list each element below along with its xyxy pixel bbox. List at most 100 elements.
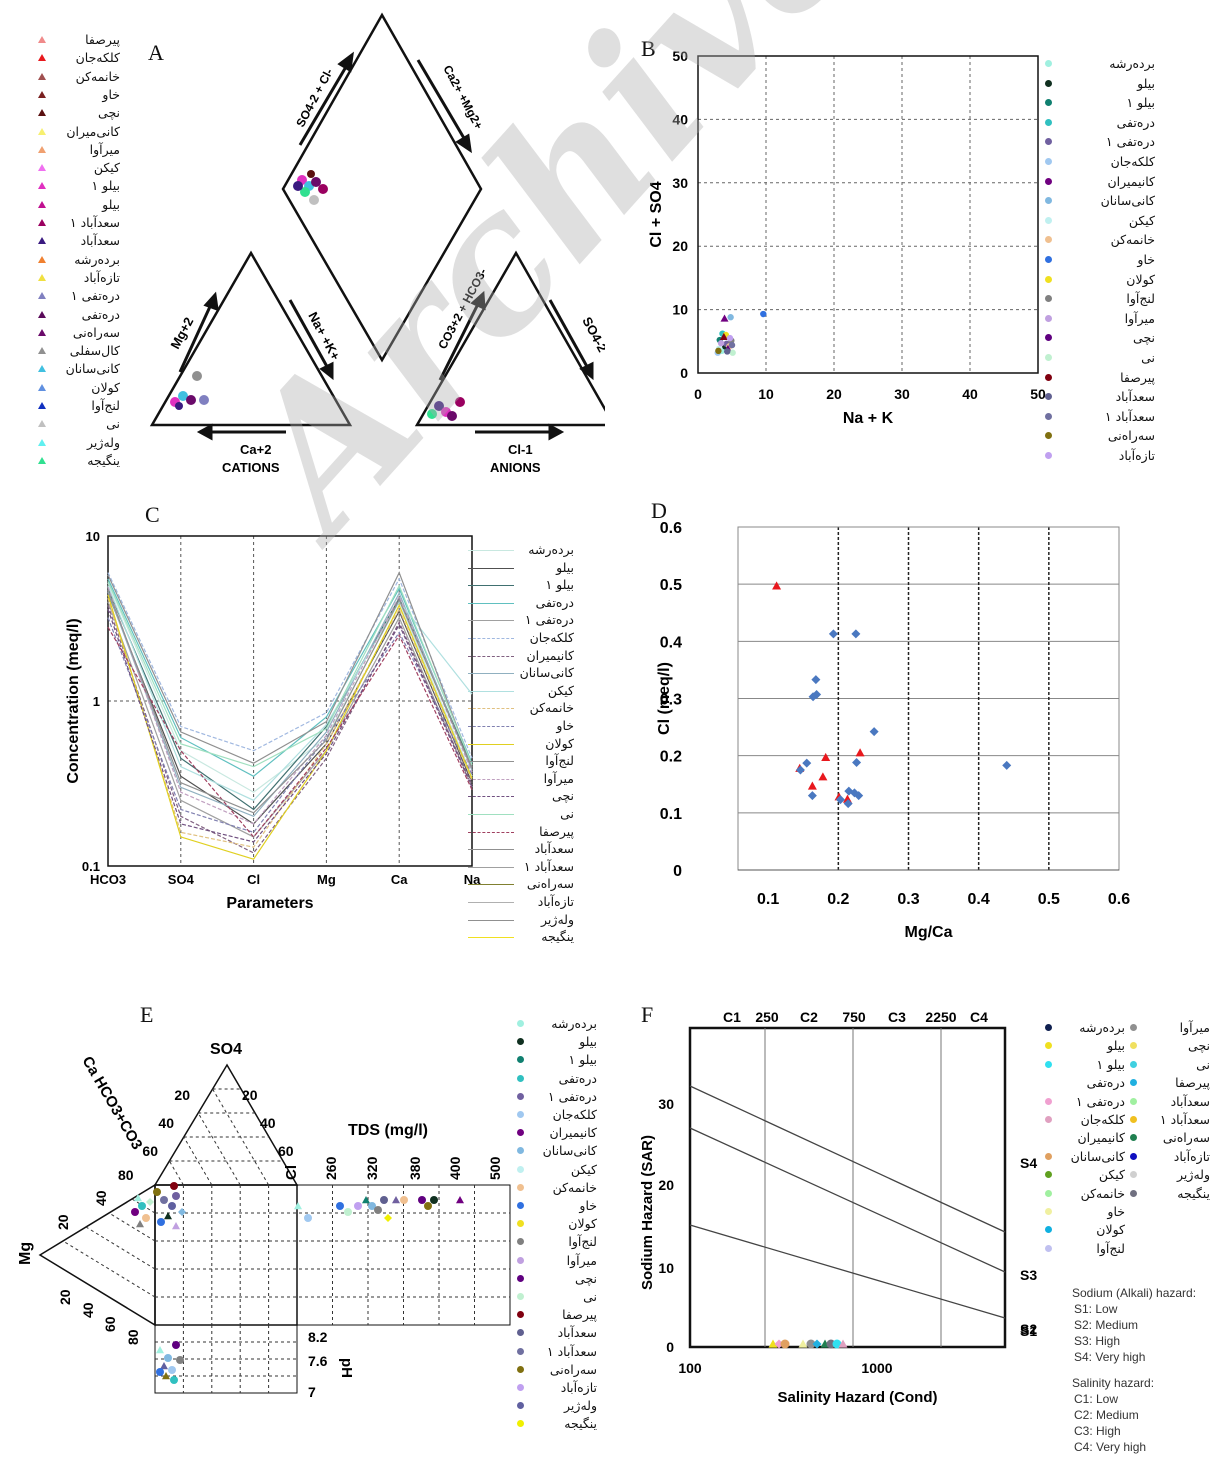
- legend-marker: [1045, 138, 1052, 146]
- data-point: [811, 675, 821, 685]
- data-point: [176, 1356, 184, 1364]
- ca-hco3-label: Ca HCO3+CO3: [79, 1054, 146, 1153]
- legend-marker: [468, 919, 514, 921]
- legend-label: خاو: [1137, 252, 1155, 267]
- legend-label: تازه‌آباد: [560, 1380, 597, 1395]
- data-point: [729, 349, 736, 356]
- piper-diagram: Mg+2 Na+ +K+ Ca+2 CATIONS CO3+2 + HCO3- …: [149, 12, 605, 475]
- series-line: [107, 591, 473, 818]
- panel-f: F 0 10 20 30 100 1000 C1 250 C2 750 C3 2250 C4 S4 S3 S2…: [605, 980, 1210, 1457]
- series-line: [107, 589, 473, 814]
- y-tick-label: 0.5: [660, 577, 682, 594]
- data-point: [162, 1372, 170, 1380]
- legend-marker: [1045, 1189, 1052, 1197]
- y-tick-label: 0.2: [660, 749, 682, 766]
- legend-marker: [468, 655, 514, 657]
- x-tick-label: 0: [694, 386, 702, 402]
- y-tick-label: 30: [672, 175, 688, 191]
- legend-marker: [1045, 275, 1052, 283]
- legend-marker: [468, 620, 514, 622]
- data-point: [851, 629, 861, 639]
- x-tick-label: SO4: [168, 872, 195, 887]
- legend-label: کانیمیران: [1077, 1130, 1125, 1146]
- data-point: [168, 1202, 176, 1210]
- legend-label: پیرصفا: [539, 823, 574, 839]
- legend-label: سعدآباد: [80, 233, 120, 249]
- legend-marker: [1130, 1171, 1137, 1179]
- plot-frame: [688, 1026, 1007, 1349]
- x-axis-label: Parameters: [226, 895, 313, 912]
- legend-label: بیلو: [102, 196, 120, 212]
- data-point: [294, 1202, 302, 1210]
- tick-label: 20: [174, 1087, 190, 1103]
- durov-square: [154, 1184, 298, 1326]
- legend-marker: [517, 1402, 524, 1410]
- data-point: [368, 1202, 376, 1210]
- chart-d: 0 0.1 0.2 0.3 0.4 0.5 0.6 0.1 0.2 0.3 0.4 0.5 0.6 Mg/…: [656, 520, 1130, 941]
- series-line: [107, 609, 473, 843]
- legend-label: سعدآباد ۱: [1159, 1112, 1210, 1127]
- legend-label: سه‌راەنی: [72, 324, 120, 340]
- legend-marker: [468, 778, 514, 780]
- plot-frame: [107, 535, 473, 867]
- x-tick-label: 0.3: [897, 891, 919, 908]
- legend-marker: [1045, 452, 1052, 459]
- legend-marker: [517, 1293, 524, 1300]
- legend-label: خانمه‌کن: [75, 68, 120, 84]
- piper-point: [300, 187, 310, 197]
- piper-point: [178, 391, 188, 401]
- legend-note: Sodium (Alkali) hazard:: [1072, 1286, 1197, 1300]
- legend-label: کولان: [91, 379, 120, 395]
- legend-label: وله‌ژیر: [564, 1398, 597, 1414]
- y-tick-label: 10: [86, 529, 100, 544]
- legend-marker: [468, 550, 514, 551]
- piper-point: [427, 409, 437, 419]
- x-tick-label: 0.1: [757, 891, 779, 908]
- y-tick-label: 30: [658, 1096, 674, 1112]
- x-axis-label: Mg/Ca: [905, 924, 953, 941]
- data-point: [400, 1196, 408, 1204]
- legend-marker: [1045, 79, 1052, 87]
- legend-marker: [468, 849, 514, 851]
- legend-label: سعدآباد ۱: [69, 215, 120, 230]
- data-point: [146, 1198, 154, 1206]
- legend-marker: [468, 726, 514, 727]
- legend-note: Salinity hazard:: [1072, 1376, 1155, 1390]
- data-point: [156, 1368, 164, 1376]
- tick-label: 40: [158, 1115, 174, 1131]
- y-tick-label: 1: [93, 694, 100, 709]
- legend-marker: [468, 673, 514, 675]
- legend-label: خانمه‌کن: [1080, 1185, 1125, 1201]
- data-point: [724, 348, 731, 355]
- top-tick-label: 250: [755, 1009, 779, 1025]
- legend-marker: [1130, 1060, 1137, 1068]
- legend-marker: [517, 1056, 524, 1064]
- x-tick-label: Mg: [317, 872, 336, 887]
- data-point: [869, 727, 879, 737]
- legend-label: میرآوا: [566, 1252, 597, 1268]
- data-point: [156, 1346, 164, 1354]
- legend-note: C2: Medium: [1074, 1408, 1139, 1422]
- legend-label: سعدآباد: [1170, 1093, 1210, 1109]
- data-point: [838, 1339, 848, 1348]
- data-point: [715, 347, 722, 355]
- data-point: [780, 1339, 790, 1349]
- legend-marker: [517, 1129, 524, 1137]
- data-point: [392, 1196, 400, 1204]
- legend-label: بیلو ۱: [1096, 1056, 1125, 1072]
- legend-label: کانی‌سانان: [519, 665, 574, 681]
- legend-marker: [38, 456, 46, 464]
- piper-point: [318, 184, 328, 194]
- data-point: [384, 1214, 392, 1222]
- legend-label: کانی‌سانان: [1100, 193, 1155, 209]
- legend-label: نی: [560, 806, 574, 821]
- tick-label: 20: [57, 1289, 73, 1305]
- legend-label: پیرصفا: [1120, 369, 1155, 385]
- legend-label: سه‌راەنی: [1107, 428, 1155, 444]
- data-point: [168, 1366, 176, 1374]
- data-point: [131, 1208, 139, 1216]
- legend-marker: [1045, 1171, 1052, 1179]
- data-point: [430, 1196, 438, 1204]
- legend-label: برده‌رشه: [528, 542, 574, 557]
- panel-label-d: D: [651, 498, 667, 523]
